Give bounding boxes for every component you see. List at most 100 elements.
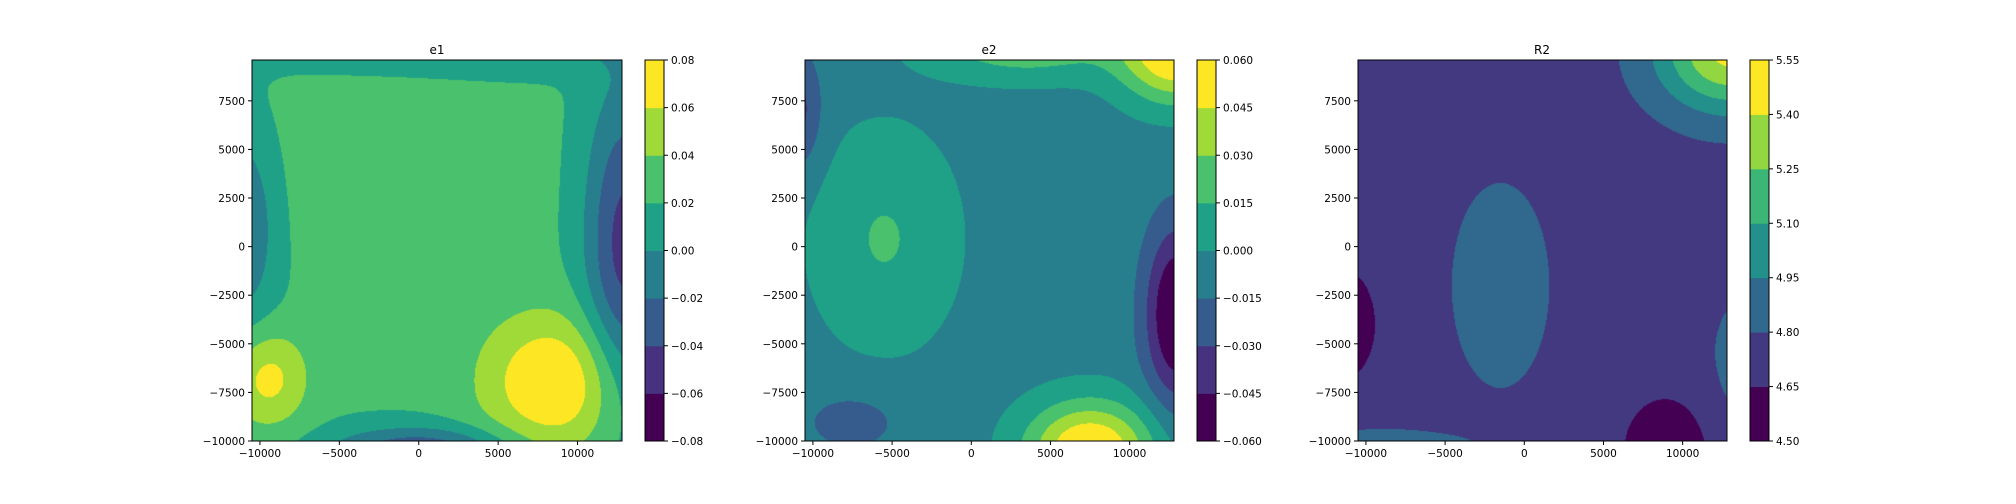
y-tick-label: −7500 [762, 387, 798, 399]
colorbar-band [1750, 223, 1769, 279]
y-tick-label: −2500 [1315, 290, 1351, 302]
colorbar-band [1750, 332, 1769, 388]
y-tick-label: 0 [1344, 242, 1351, 254]
colorbar-band [1750, 168, 1769, 224]
colorbar-band [1197, 60, 1216, 109]
y-tick-label: 7500 [218, 96, 245, 108]
plot-frame-R2 [1357, 59, 1728, 442]
plot-area-R2 [1357, 59, 1728, 442]
colorbar-tick-label: −0.04 [671, 341, 703, 353]
x-tick-label: 5000 [485, 448, 512, 460]
colorbar-band [1197, 393, 1216, 442]
colorbar-tick-label: −0.030 [1223, 341, 1262, 353]
plot-frame-e1 [251, 59, 623, 442]
contour-fill-R2 [1358, 60, 1727, 441]
y-tick-label: −10000 [756, 436, 798, 448]
x-tick-label: −5000 [874, 448, 910, 460]
y-axis-e1: −10000 −7500 −5000 −2500 0 2500 5000 7500 [203, 96, 252, 448]
y-tick-label: −10000 [203, 436, 245, 448]
y-tick-label: 5000 [218, 144, 245, 156]
colorbar-tick-label: −0.02 [671, 293, 703, 305]
colorbar-tick-label: 5.25 [1776, 164, 1799, 176]
panel-e1: e1 −10000 −5000 0 5000 10000 −10000 −7500 −500… [203, 43, 704, 460]
colorbar-band [645, 60, 664, 109]
plot-area-e2 [804, 59, 1175, 442]
colorbar-band [1197, 345, 1216, 394]
colorbar-e2: −0.060 −0.045 −0.030 −0.015 0.000 0.015 0.030 0… [1196, 55, 1262, 448]
y-tick-label: 0 [238, 242, 245, 254]
y-tick-label: 7500 [1324, 96, 1351, 108]
colorbar-tick-label: 4.95 [1776, 273, 1799, 285]
y-tick-label: 5000 [771, 144, 798, 156]
colorbar-band [1197, 298, 1216, 347]
colorbar-band [1197, 202, 1216, 251]
y-axis-R2: −10000 −7500 −5000 −2500 0 2500 5000 7500 [1309, 96, 1358, 448]
colorbar-band [645, 298, 664, 347]
y-tick-label: −7500 [1315, 387, 1351, 399]
plot-area-e1 [251, 59, 623, 442]
colorbar-band [1750, 277, 1769, 333]
colorbar-band [1750, 114, 1769, 170]
colorbar-tick-label: 0.02 [671, 198, 694, 210]
colorbar-band [1197, 250, 1216, 299]
colorbar-tick-label: 0.015 [1223, 198, 1253, 210]
colorbar-band [645, 202, 664, 251]
x-axis-R2: −10000 −5000 0 5000 10000 [1345, 441, 1699, 460]
colorbar-tick-label: 0.00 [671, 246, 694, 258]
contour-fill-e1 [252, 60, 622, 441]
colorbar-tick-label: 0.060 [1223, 55, 1253, 67]
y-tick-label: 0 [791, 242, 798, 254]
y-tick-label: 2500 [218, 193, 245, 205]
x-tick-label: −10000 [1345, 448, 1387, 460]
y-tick-label: 2500 [1324, 193, 1351, 205]
colorbar-band [645, 250, 664, 299]
y-tick-label: −2500 [762, 290, 798, 302]
y-tick-label: −7500 [209, 387, 245, 399]
x-tick-label: 0 [1521, 448, 1528, 460]
x-tick-label: 0 [968, 448, 975, 460]
x-axis-e2: −10000 −5000 0 5000 10000 [792, 441, 1146, 460]
panel-e2: e2 −10000 −5000 0 5000 10000 −10000 −7500 −500… [756, 43, 1262, 460]
x-tick-label: −5000 [322, 448, 358, 460]
colorbar-tick-label: −0.015 [1223, 293, 1262, 305]
y-tick-label: −5000 [762, 339, 798, 351]
colorbar-frame [1749, 59, 1770, 442]
colorbar-tick-label: 0.000 [1223, 246, 1253, 258]
colorbar-tick-label: 4.65 [1776, 382, 1799, 394]
colorbar-tick-label: 0.06 [671, 103, 695, 115]
colorbar-tick-label: 0.045 [1223, 103, 1253, 115]
colorbar-e1: −0.08 −0.06 −0.04 −0.02 0.00 0.02 0.04 0.06 0.08 [644, 55, 703, 448]
plot-title-e2: e2 [981, 43, 996, 57]
y-tick-label: 5000 [1324, 144, 1351, 156]
contour-fill-e2 [805, 60, 1174, 441]
x-tick-label: 5000 [1590, 448, 1617, 460]
colorbar-R2: 4.50 4.65 4.80 4.95 5.10 5.25 5.40 5.55 [1749, 55, 1799, 448]
y-tick-label: 7500 [771, 96, 798, 108]
plot-frame-e2 [804, 59, 1175, 442]
x-tick-label: −10000 [239, 448, 281, 460]
x-tick-label: 10000 [1113, 448, 1146, 460]
colorbar-tick-label: 0.030 [1223, 150, 1253, 162]
colorbar-tick-label: −0.06 [671, 388, 703, 400]
colorbar-band [1197, 155, 1216, 204]
colorbar-tick-label: 5.10 [1776, 218, 1799, 230]
colorbar-tick-label: 5.55 [1776, 55, 1799, 67]
colorbar-tick-label: 5.40 [1776, 109, 1799, 121]
colorbar-band [645, 107, 664, 156]
colorbar-band [645, 393, 664, 442]
y-tick-label: −2500 [209, 290, 245, 302]
y-tick-label: 2500 [771, 193, 798, 205]
y-tick-label: −5000 [1315, 339, 1351, 351]
x-tick-label: 5000 [1037, 448, 1064, 460]
x-tick-label: 0 [415, 448, 422, 460]
colorbar-tick-label: 4.50 [1776, 436, 1799, 448]
colorbar-tick-label: 0.08 [671, 55, 694, 67]
y-tick-label: −5000 [209, 339, 245, 351]
panel-R2: R2 −10000 −5000 0 5000 10000 −10000 −7500 −500… [1309, 43, 1800, 460]
colorbar-tick-label: 0.04 [671, 150, 695, 162]
colorbar-tick-label: −0.060 [1223, 436, 1262, 448]
colorbar-band [1750, 386, 1769, 442]
plot-title-R2: R2 [1534, 43, 1550, 57]
x-tick-label: −5000 [1427, 448, 1463, 460]
colorbar-band [645, 155, 664, 204]
